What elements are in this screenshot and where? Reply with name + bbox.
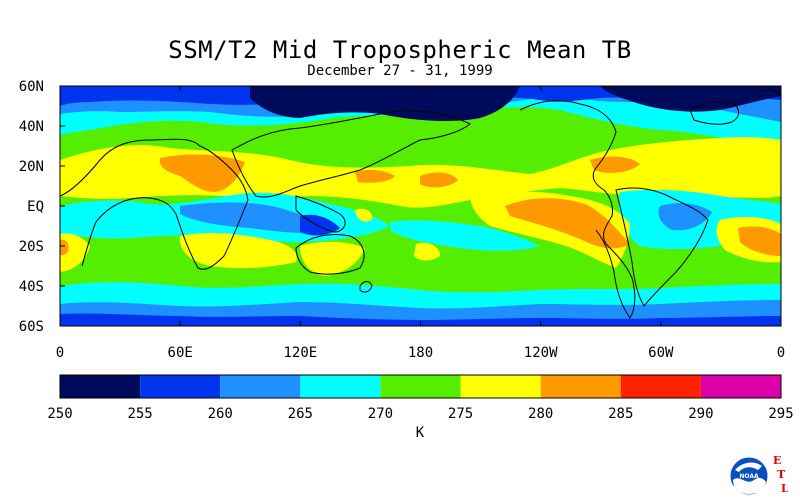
band-275-280-north bbox=[60, 137, 781, 208]
band-275-280-pac3 bbox=[414, 242, 440, 261]
x-axis-label: 120E bbox=[283, 345, 317, 361]
colorbar-frame bbox=[59, 374, 782, 399]
band-260-265-amazon bbox=[658, 203, 712, 231]
etl-letter-e: E bbox=[773, 454, 781, 467]
colorbar-tick-label: 255 bbox=[127, 406, 152, 422]
y-axis-labels: 60N 40N 20N EQ 20S 40S 60S bbox=[19, 79, 44, 335]
colorbar-tick-label: 275 bbox=[448, 406, 473, 422]
map-subtitle: December 27 - 31, 1999 bbox=[307, 63, 493, 79]
y-axis-label: 20N bbox=[19, 159, 44, 175]
coastlines bbox=[60, 89, 781, 319]
band-280-285-sahara bbox=[159, 154, 245, 192]
noaa-logo-text: NOAA bbox=[739, 473, 759, 480]
map-field bbox=[60, 86, 781, 326]
colorbar-tick-label: 250 bbox=[47, 406, 72, 422]
colorbar-tick-label: 280 bbox=[528, 406, 553, 422]
y-axis-label: 60N bbox=[19, 79, 44, 95]
colorbar-tick-label: 285 bbox=[608, 406, 633, 422]
band-250-255-north bbox=[250, 86, 520, 121]
band-260-265-indo bbox=[180, 202, 335, 234]
noaa-logo-wave bbox=[733, 477, 766, 494]
etl-letter-t: T bbox=[777, 468, 786, 481]
y-axis-label: EQ bbox=[27, 199, 44, 215]
colorbar-tick-label: 290 bbox=[688, 406, 713, 422]
x-axis-label: 120W bbox=[524, 345, 558, 361]
colorbar bbox=[59, 374, 782, 399]
y-axis-label: 60S bbox=[19, 319, 44, 335]
noaa-logo-bird bbox=[735, 462, 762, 472]
band-275-280-dot bbox=[355, 208, 373, 222]
colorbar-swatch bbox=[700, 375, 781, 398]
colorbar-swatch bbox=[300, 375, 381, 398]
band-275-280-aus bbox=[300, 241, 365, 276]
colorbar-swatch bbox=[60, 375, 141, 398]
band-255-260-south bbox=[60, 313, 781, 326]
y-axis-label: 40N bbox=[19, 119, 44, 135]
colorbar-swatch bbox=[140, 375, 221, 398]
etl-letter-l: L bbox=[781, 482, 788, 495]
colorbar-swatch bbox=[220, 375, 301, 398]
colorbar-tick-label: 265 bbox=[288, 406, 313, 422]
band-280-285-satl bbox=[738, 226, 781, 256]
colorbar-swatch bbox=[460, 375, 541, 398]
colorbar-tick-label: 295 bbox=[768, 406, 793, 422]
x-axis-label: 60W bbox=[648, 345, 674, 361]
band-265-270-spac bbox=[390, 220, 540, 251]
map-title: SSM/T2 Mid Tropospheric Mean TB bbox=[168, 36, 632, 64]
band-280-285-epac bbox=[505, 198, 630, 249]
colorbar-labels: 250 255 260 265 270 275 280 285 290 295 bbox=[47, 406, 793, 422]
colorbar-swatch bbox=[380, 375, 461, 398]
band-275-280-indian bbox=[179, 233, 297, 269]
x-axis-label: 60E bbox=[168, 345, 193, 361]
x-axis-label: 0 bbox=[777, 345, 785, 361]
band-280-285-carib bbox=[590, 156, 640, 173]
colorbar-tick-label: 270 bbox=[368, 406, 393, 422]
colorbar-swatch bbox=[620, 375, 701, 398]
colorbar-tick-label: 260 bbox=[208, 406, 233, 422]
colorbar-unit: K bbox=[416, 425, 425, 441]
y-axis-label: 20S bbox=[19, 239, 44, 255]
y-axis-label: 40S bbox=[19, 279, 44, 295]
x-axis-labels: 0 60E 120E 180 120W 60W 0 bbox=[56, 345, 785, 361]
noaa-etl-logo: NOAA E T L bbox=[729, 454, 788, 496]
x-axis-label: 0 bbox=[56, 345, 64, 361]
x-axis-ticks bbox=[59, 86, 782, 326]
band-280-285-pac1 bbox=[355, 169, 395, 183]
y-axis-ticks bbox=[60, 85, 65, 327]
colorbar-swatch bbox=[540, 375, 621, 398]
band-280-285-pac2 bbox=[420, 172, 458, 188]
band-280-285-safrica bbox=[60, 239, 69, 256]
x-axis-label: 180 bbox=[408, 345, 433, 361]
